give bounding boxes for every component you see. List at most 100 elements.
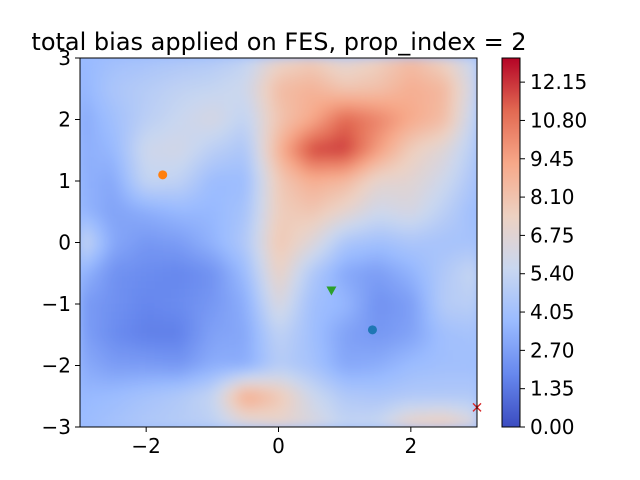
- heat-cell: [204, 350, 213, 359]
- heat-cell: [228, 104, 238, 113]
- heat-cell: [427, 219, 437, 228]
- heat-cell: [278, 81, 288, 90]
- marker-circle: [367, 325, 377, 335]
- heat-cell: [410, 104, 420, 113]
- heat-cell: [386, 196, 395, 205]
- heat-cell: [295, 388, 304, 397]
- heat-cell: [286, 319, 296, 328]
- heat-cell: [410, 96, 420, 105]
- heat-cell: [179, 119, 189, 128]
- heat-cell: [361, 134, 371, 144]
- heat-cell: [427, 396, 437, 405]
- heat-cell: [88, 104, 98, 113]
- heat-cell: [369, 142, 379, 151]
- heat-cell: [129, 88, 139, 98]
- heat-cell: [303, 365, 313, 374]
- heat-cell: [245, 234, 255, 244]
- heat-cell: [129, 188, 139, 197]
- heat-cell: [319, 165, 329, 174]
- heat-cell: [427, 334, 437, 344]
- heat-cell: [113, 388, 122, 397]
- heat-cell: [319, 396, 329, 405]
- heat-cell: [137, 165, 147, 174]
- heat-cell: [377, 211, 387, 221]
- heat-cell: [443, 250, 453, 259]
- heat-cell: [460, 319, 470, 328]
- heat-cell: [419, 196, 428, 205]
- heat-cell: [352, 165, 362, 174]
- heat-cell: [303, 288, 313, 297]
- heat-cell: [344, 373, 354, 382]
- heat-cell: [328, 142, 337, 151]
- heat-cell: [278, 127, 288, 136]
- heat-cell: [352, 319, 362, 328]
- heat-cell: [245, 396, 255, 405]
- heat-cell: [228, 211, 238, 221]
- heat-cell: [253, 219, 263, 228]
- heat-cell: [419, 342, 428, 351]
- heat-cell: [170, 304, 180, 313]
- heat-cell: [212, 327, 222, 336]
- heat-cell: [344, 65, 354, 74]
- heat-cell: [154, 119, 164, 128]
- heat-cell: [394, 165, 404, 174]
- heat-cell: [80, 134, 89, 144]
- heat-cell: [113, 104, 122, 113]
- heat-cell: [386, 388, 395, 397]
- heat-cell: [253, 257, 263, 267]
- heat-cell: [460, 311, 470, 320]
- heat-cell: [468, 104, 477, 113]
- heat-cell: [328, 211, 337, 221]
- heat-cell: [410, 188, 420, 197]
- heat-cell: [468, 396, 477, 405]
- heat-cell: [468, 242, 477, 251]
- heat-cell: [270, 273, 280, 282]
- heat-cell: [96, 111, 106, 121]
- heat-cell: [303, 111, 313, 121]
- heat-cell: [311, 411, 321, 420]
- heat-cell: [328, 304, 337, 313]
- heat-cell: [328, 119, 337, 128]
- heat-cell: [204, 311, 213, 320]
- heat-cell: [468, 234, 477, 244]
- heat-cell: [96, 88, 106, 98]
- heat-cell: [377, 119, 387, 128]
- heat-cell: [154, 365, 164, 374]
- heat-cell: [377, 365, 387, 374]
- heat-cell: [228, 81, 238, 90]
- heat-cell: [170, 296, 180, 305]
- heat-cell: [311, 419, 321, 427]
- heat-cell: [261, 104, 271, 113]
- heat-cell: [187, 88, 197, 98]
- heat-cell: [154, 280, 164, 290]
- heat-cell: [352, 288, 362, 297]
- heat-cell: [336, 265, 346, 274]
- heat-cell: [278, 165, 288, 174]
- heat-cell: [187, 334, 197, 344]
- heat-cell: [270, 350, 280, 359]
- heat-cell: [295, 150, 304, 159]
- heat-cell: [361, 142, 371, 151]
- heat-cell: [311, 142, 321, 151]
- heat-cell: [443, 334, 453, 344]
- heat-cell: [328, 411, 337, 420]
- heat-cell: [352, 388, 362, 397]
- heat-cell: [154, 304, 164, 313]
- heat-cell: [278, 227, 288, 236]
- heat-cell: [328, 227, 337, 236]
- heat-cell: [204, 357, 213, 367]
- heat-cell: [278, 373, 288, 382]
- heat-cell: [402, 65, 412, 74]
- heat-cell: [261, 127, 271, 136]
- heat-cell: [435, 96, 445, 105]
- heat-cell: [170, 373, 180, 382]
- heat-cell: [410, 357, 420, 367]
- heat-cell: [377, 165, 387, 174]
- heat-cell: [410, 88, 420, 98]
- heat-cell: [121, 296, 131, 305]
- heat-cell: [146, 373, 156, 382]
- heat-cell: [204, 157, 213, 167]
- heat-cell: [328, 242, 337, 251]
- heat-cell: [386, 257, 395, 267]
- heat-cell: [369, 204, 379, 213]
